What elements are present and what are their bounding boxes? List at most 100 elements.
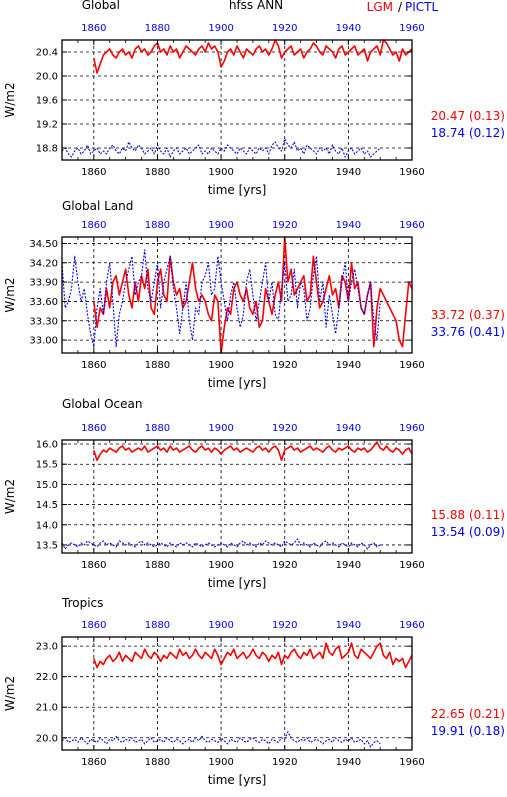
- legend-lgm-label: LGM: [367, 0, 393, 14]
- series-line-lgm: [93, 642, 413, 669]
- y-tick-label: 14.0: [36, 520, 58, 531]
- x-tick-label-bottom: 1880: [145, 167, 170, 178]
- stat-std: (0.11): [465, 508, 505, 522]
- x-tick-label-bottom: 1920: [272, 560, 297, 571]
- x-tick-label-top: 1900: [208, 220, 233, 231]
- x-tick-label-top: 1880: [145, 423, 170, 434]
- panel-title: Global Land: [62, 199, 133, 213]
- stat-mean: 33.76: [431, 325, 465, 339]
- x-tick-label-top: 1940: [336, 423, 361, 434]
- chart-panel: Global Ocean 1860 1880 1900 1920 1940 1960 1860…: [3, 397, 505, 590]
- x-tick-label-top: 1880: [145, 23, 170, 34]
- figure-title: hfss ANN: [229, 0, 283, 12]
- stat-lgm: 20.47 (0.13): [431, 109, 505, 123]
- stat-mean: 19.91: [431, 724, 465, 738]
- x-axis-label: time [yrs]: [208, 576, 267, 590]
- x-tick-label-bottom: 1960: [399, 167, 424, 178]
- x-tick-label-bottom: 1940: [336, 560, 361, 571]
- x-tick-label-top: 1920: [272, 23, 297, 34]
- x-tick-label-bottom: 1880: [145, 360, 170, 371]
- x-tick-label-top: 1880: [145, 620, 170, 631]
- panel-title: Tropics: [61, 596, 103, 610]
- y-tick-label: 15.5: [36, 460, 58, 471]
- y-tick-label: 33.60: [29, 297, 58, 308]
- y-tick-label: 15.0: [36, 480, 58, 491]
- x-tick-label-bottom: 1920: [272, 757, 297, 768]
- stat-std: (0.12): [465, 126, 505, 140]
- figure-header: Global hfss ANN LGM / PICTL: [82, 0, 439, 14]
- stat-std: (0.41): [465, 325, 505, 339]
- y-axis-label: W/m2: [3, 277, 17, 312]
- y-tick-label: 18.8: [36, 144, 58, 155]
- x-tick-label-top: 1920: [272, 220, 297, 231]
- series-line-lgm: [93, 39, 413, 74]
- x-tick-label-bottom: 1880: [145, 757, 170, 768]
- plot-frame: [61, 439, 413, 554]
- stat-pictl: 33.76 (0.41): [431, 325, 505, 339]
- stat-mean: 18.74: [431, 126, 465, 140]
- x-tick-label-top: 1880: [145, 220, 170, 231]
- series-line-pictl: [61, 249, 381, 348]
- stat-lgm: 15.88 (0.11): [431, 508, 505, 522]
- stat-lgm: 33.72 (0.37): [431, 308, 505, 322]
- y-axis-label: W/m2: [3, 82, 17, 117]
- y-tick-label: 34.50: [29, 239, 58, 250]
- x-axis-label: time [yrs]: [208, 376, 267, 390]
- y-tick-label: 33.00: [29, 336, 58, 347]
- x-tick-label-bottom: 1940: [336, 167, 361, 178]
- y-tick-label: 19.6: [36, 96, 58, 107]
- stat-mean: 13.54: [431, 525, 465, 539]
- y-tick-label: 22.0: [36, 672, 58, 683]
- y-tick-label: 33.90: [29, 278, 58, 289]
- x-tick-label-top: 1920: [272, 423, 297, 434]
- y-tick-label: 23.0: [36, 642, 58, 653]
- x-tick-label-bottom: 1940: [336, 757, 361, 768]
- panel-title: Global Ocean: [62, 397, 142, 411]
- stat-std: (0.21): [465, 707, 505, 721]
- x-axis-label: time [yrs]: [208, 183, 267, 197]
- x-tick-label-bottom: 1920: [272, 167, 297, 178]
- x-tick-label-top: 1960: [399, 620, 424, 631]
- x-axis-label: time [yrs]: [208, 773, 267, 787]
- stat-std: (0.18): [465, 724, 505, 738]
- x-tick-label-bottom: 1960: [399, 360, 424, 371]
- y-tick-label: 14.5: [36, 500, 58, 511]
- stat-mean: 15.88: [431, 508, 465, 522]
- x-tick-label-top: 1900: [208, 23, 233, 34]
- panel-title: Global: [82, 0, 120, 12]
- x-tick-label-top: 1940: [336, 220, 361, 231]
- y-tick-label: 19.2: [36, 120, 58, 131]
- x-tick-label-bottom: 1900: [208, 167, 233, 178]
- series-line-pictl: [61, 138, 381, 158]
- x-tick-label-top: 1860: [81, 620, 106, 631]
- x-tick-label-bottom: 1900: [208, 757, 233, 768]
- stat-lgm: 22.65 (0.21): [431, 707, 505, 721]
- x-tick-label-top: 1900: [208, 423, 233, 434]
- series-line-pictl: [61, 538, 381, 550]
- chart-panel: 1860 1880 1900 1920 1940 1960 1860 1880 1900 1920…: [3, 23, 505, 197]
- stat-mean: 33.72: [431, 308, 465, 322]
- y-tick-label: 20.4: [36, 48, 58, 59]
- y-tick-label: 20.0: [36, 733, 58, 744]
- x-tick-label-top: 1960: [399, 220, 424, 231]
- y-axis-label: W/m2: [3, 676, 17, 711]
- chart-panel: Tropics 1860 1880 1900 1920 1940 1960 1860 1880 1…: [3, 596, 505, 787]
- y-axis-label: W/m2: [3, 479, 17, 514]
- stat-std: (0.37): [465, 308, 505, 322]
- x-tick-label-top: 1940: [336, 23, 361, 34]
- x-tick-label-bottom: 1860: [81, 360, 106, 371]
- x-tick-label-top: 1960: [399, 23, 424, 34]
- x-tick-label-top: 1940: [336, 620, 361, 631]
- x-tick-label-top: 1920: [272, 620, 297, 631]
- y-tick-label: 34.20: [29, 258, 58, 269]
- legend-separator: /: [398, 0, 403, 14]
- x-tick-label-top: 1860: [81, 423, 106, 434]
- stat-mean: 22.65: [431, 707, 465, 721]
- legend-pictl-label: PICTL: [405, 0, 438, 14]
- stat-pictl: 19.91 (0.18): [431, 724, 505, 738]
- x-tick-label-top: 1860: [81, 23, 106, 34]
- stat-std: (0.09): [465, 525, 505, 539]
- x-tick-label-bottom: 1960: [399, 757, 424, 768]
- stat-pictl: 13.54 (0.09): [431, 525, 505, 539]
